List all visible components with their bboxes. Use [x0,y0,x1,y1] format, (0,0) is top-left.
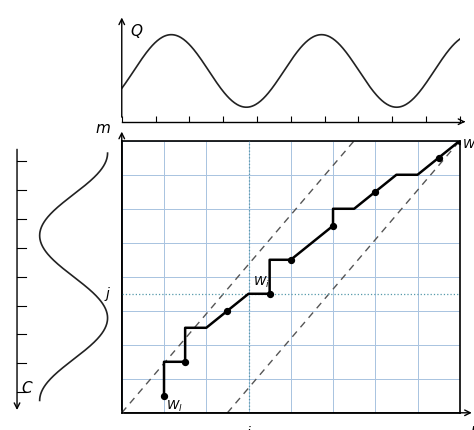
Bar [418,345,460,379]
Bar [375,209,418,243]
Bar [375,243,418,277]
Bar [164,379,206,413]
Bar [248,379,291,413]
Bar [291,277,333,311]
Bar [248,243,291,277]
Bar [333,311,375,345]
Bar [164,345,206,379]
Bar [333,379,375,413]
Bar [291,209,333,243]
Bar [206,379,248,413]
Point [287,256,294,263]
Text: $W_k$: $W_k$ [462,138,474,154]
Bar [375,345,418,379]
Bar [122,345,164,379]
Bar [418,209,460,243]
Bar [333,209,375,243]
Bar [164,277,206,311]
Bar [164,141,206,175]
Bar [418,379,460,413]
Bar [248,345,291,379]
Bar [206,209,248,243]
Bar [122,141,164,175]
Bar [122,209,164,243]
Bar [291,141,333,175]
Text: $m$: $m$ [95,121,111,135]
Bar [418,175,460,209]
Bar [206,175,248,209]
Bar [248,311,291,345]
Bar [333,175,375,209]
Bar [375,175,418,209]
Bar [206,277,248,311]
Bar [206,311,248,345]
Bar [122,311,164,345]
Bar [291,379,333,413]
Bar [248,175,291,209]
Bar [206,243,248,277]
Bar [122,277,164,311]
Bar [418,243,460,277]
Text: $W_i$: $W_i$ [253,275,270,290]
Bar [164,311,206,345]
Bar [291,243,333,277]
Text: $Q$: $Q$ [130,22,144,40]
Bar [418,141,460,175]
Bar [164,209,206,243]
Point [456,137,464,144]
Point [160,392,168,399]
Bar [418,311,460,345]
Point [224,307,231,314]
Bar [248,141,291,175]
Bar [122,175,164,209]
Bar [291,345,333,379]
Bar [333,277,375,311]
Bar [291,175,333,209]
Point [372,188,379,195]
Text: $n$: $n$ [470,423,474,430]
Bar [122,379,164,413]
Bar [375,141,418,175]
Bar [248,209,291,243]
Bar [164,243,206,277]
Bar [418,277,460,311]
Bar [375,379,418,413]
Bar [164,175,206,209]
Text: $j$: $j$ [104,285,111,303]
Bar [333,345,375,379]
Bar [375,277,418,311]
Point [266,290,273,297]
Bar [248,277,291,311]
Bar [333,243,375,277]
Bar [206,141,248,175]
Bar [333,141,375,175]
Text: $W_l$: $W_l$ [166,399,183,414]
Text: $C$: $C$ [21,380,33,396]
Text: $i$: $i$ [246,425,251,430]
Bar [206,345,248,379]
Bar [122,243,164,277]
Point [182,358,189,365]
Bar [291,311,333,345]
Point [435,154,442,161]
Point [329,222,337,229]
Bar [375,311,418,345]
